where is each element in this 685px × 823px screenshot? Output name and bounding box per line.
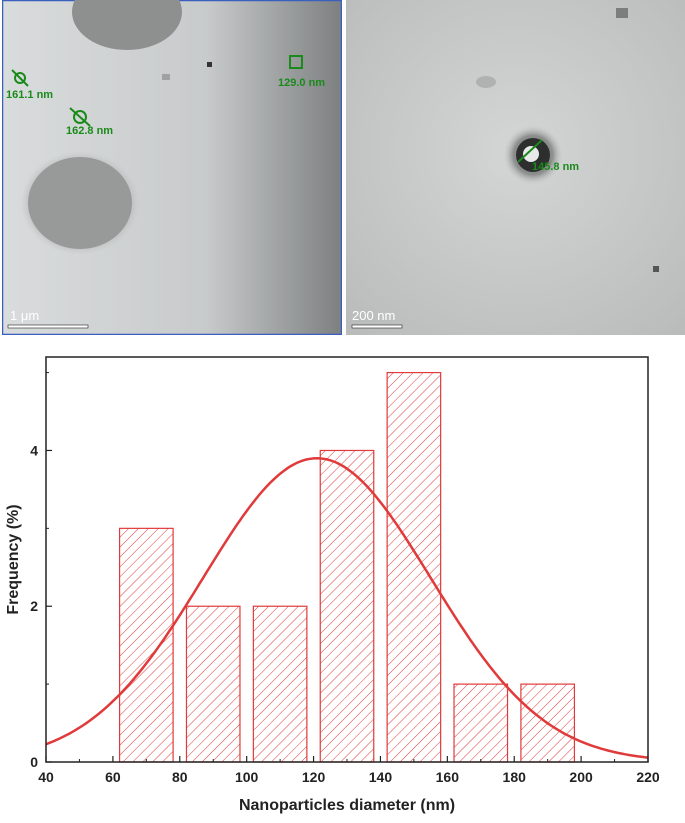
tem-speck — [653, 266, 659, 272]
histogram-bar — [319, 449, 375, 763]
x-tick-label: 180 — [503, 769, 527, 785]
y-tick-label: 2 — [30, 598, 38, 614]
measure-line-1 — [11, 69, 29, 87]
tem-speck — [616, 8, 628, 18]
x-tick-label: 40 — [38, 769, 54, 785]
x-tick-label: 220 — [636, 769, 660, 785]
x-axis-label: Nanoparticles diameter (nm) — [239, 797, 455, 814]
scale-bar-label: 1 μm — [10, 308, 39, 323]
gaussian-fit-curve — [45, 457, 649, 759]
measured-particle-3 — [289, 55, 303, 69]
x-tick-label: 100 — [235, 769, 259, 785]
x-tick-label: 80 — [172, 769, 188, 785]
histogram-bar — [185, 605, 241, 763]
histogram-bar — [252, 605, 308, 763]
histogram-bar — [453, 683, 509, 763]
tem-image-2: 145.8 nm 200 nm — [346, 0, 685, 335]
y-axis-label: Frequency (%) — [5, 504, 22, 614]
tem-speck — [162, 74, 170, 80]
tem-particle-cluster — [72, 0, 182, 50]
measure-line-4 — [517, 139, 543, 163]
y-tick-label: 4 — [30, 442, 38, 458]
x-tick-label: 60 — [105, 769, 121, 785]
scale-bar — [7, 324, 89, 329]
histogram-bar — [386, 371, 442, 763]
scale-bar-label: 200 nm — [352, 308, 395, 323]
measurement-label-2: 162.8 nm — [66, 125, 113, 137]
scale-bar — [351, 324, 403, 329]
tem-particle-highlight — [523, 146, 539, 162]
x-tick-label: 140 — [369, 769, 393, 785]
x-tick-label: 200 — [569, 769, 593, 785]
tem-speck — [207, 62, 212, 67]
tem-image-1: 161.1 nm 162.8 nm 129.0 nm 1 μm — [2, 0, 342, 335]
measurement-label-3: 129.0 nm — [278, 77, 325, 89]
x-tick-label: 160 — [436, 769, 460, 785]
x-tick-label: 120 — [302, 769, 326, 785]
size-distribution-chart: 40 60 80 100 120 140 160 180 200 220 0 2 4 Nanoparti… — [5, 356, 660, 814]
tem-speck — [476, 76, 496, 88]
measurement-label-1: 161.1 nm — [6, 89, 53, 101]
measured-particle-1 — [14, 72, 26, 84]
tem-particle-core — [28, 157, 132, 249]
histogram-bar — [118, 527, 174, 763]
y-tick-label: 0 — [30, 754, 38, 770]
measured-particle-2 — [73, 110, 87, 124]
measurement-label-4: 145.8 nm — [532, 161, 579, 173]
measure-line-2 — [69, 107, 91, 127]
